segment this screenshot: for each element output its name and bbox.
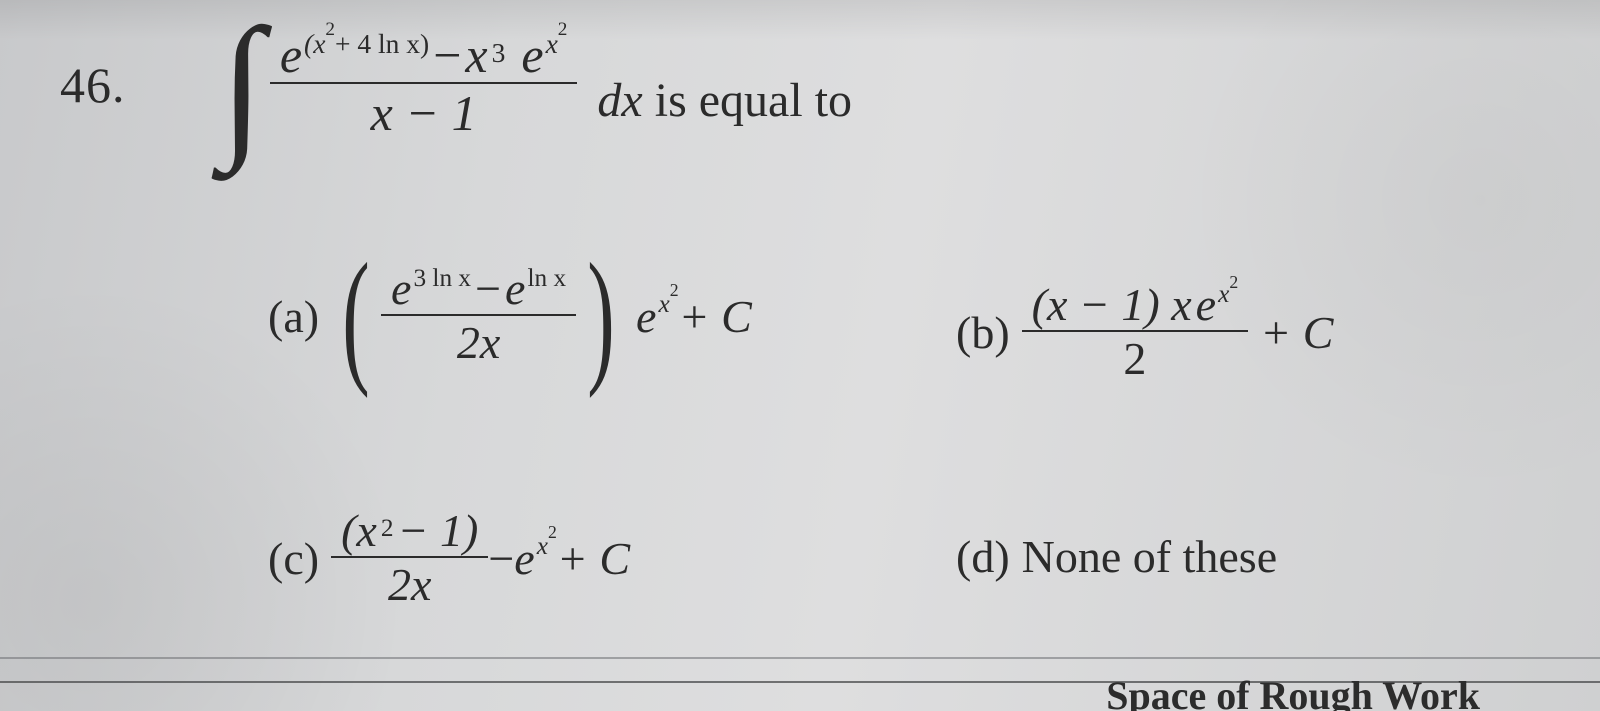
stem-denominator: x − 1 bbox=[361, 84, 487, 140]
e2-exp: x2 bbox=[546, 30, 568, 58]
integral-sign: ∫ bbox=[220, 20, 264, 148]
option-d-text: None of these bbox=[1022, 530, 1277, 583]
stem-fraction: e (x2 + 4 ln x) − x3 e x2 x − 1 bbox=[270, 28, 578, 140]
b-e-base: e bbox=[1196, 282, 1216, 328]
question-number: 46. bbox=[60, 56, 126, 114]
a-e-outer: e x2 bbox=[636, 290, 679, 343]
c-num-left: (x bbox=[341, 508, 377, 554]
option-a-label: (a) bbox=[268, 290, 319, 343]
lparen-a: ( bbox=[342, 271, 369, 361]
c-num-sup: 2 bbox=[381, 516, 394, 541]
c-den: 2x bbox=[378, 558, 441, 610]
a-e-outer-base: e bbox=[636, 290, 656, 343]
page: 46. ∫ e (x2 + 4 ln x) − x3 e x2 bbox=[0, 0, 1600, 711]
a-minus: − bbox=[475, 266, 501, 312]
a-e-outer-exp-base: x bbox=[658, 290, 669, 319]
a-tail: + C bbox=[679, 290, 752, 343]
e-base: e bbox=[280, 30, 302, 80]
rparen-a: ) bbox=[587, 271, 614, 361]
c-minus: − bbox=[488, 532, 514, 585]
e2-exp-base: x bbox=[546, 30, 558, 58]
x3-sup: 3 bbox=[492, 39, 506, 67]
a-den: 2x bbox=[447, 316, 510, 368]
a-t2-exp: ln x bbox=[527, 266, 566, 291]
e-second: e x2 bbox=[521, 30, 567, 80]
option-a-fraction: e 3 ln x − e ln x 2x bbox=[381, 264, 576, 368]
e2-base: e bbox=[521, 30, 543, 80]
c-e-base: e bbox=[514, 532, 534, 585]
c-e: e x2 bbox=[514, 532, 557, 585]
option-b-fraction: (x − 1) x e x2 2 bbox=[1022, 280, 1249, 384]
c-tail: + C bbox=[557, 532, 630, 585]
exp-left: (x bbox=[304, 30, 325, 58]
stem-minus: − bbox=[433, 30, 461, 80]
option-b-label: (b) bbox=[956, 306, 1010, 359]
option-c-label: (c) bbox=[268, 532, 319, 585]
question-stem: ∫ e (x2 + 4 ln x) − x3 e x2 bbox=[220, 20, 852, 148]
divider-upper bbox=[0, 657, 1600, 659]
a-t1-exp: 3 ln x bbox=[413, 266, 471, 291]
a-t2-base: e bbox=[505, 266, 525, 312]
option-d: (d) None of these bbox=[956, 530, 1277, 583]
b-num-left: (x − 1) x bbox=[1032, 282, 1192, 328]
option-c-fraction: (x2 − 1) 2x bbox=[331, 506, 488, 610]
b-e-exp-base: x bbox=[1218, 282, 1229, 307]
option-c: (c) (x2 − 1) 2x − e x2 + C bbox=[268, 506, 630, 610]
option-a: (a) ( e 3 ln x − e ln x 2x ) e x2 bbox=[268, 264, 752, 368]
option-b-num: (x − 1) x e x2 bbox=[1022, 280, 1249, 330]
e-first: e (x2 + 4 ln x) bbox=[280, 30, 429, 80]
option-d-label: (d) bbox=[956, 530, 1010, 583]
a-t1-base: e bbox=[391, 266, 411, 312]
e-first-exp: (x2 + 4 ln x) bbox=[304, 30, 429, 58]
stem-numerator: e (x2 + 4 ln x) − x3 e x2 bbox=[270, 28, 578, 82]
option-a-num: e 3 ln x − e ln x bbox=[381, 264, 576, 314]
b-den: 2 bbox=[1113, 332, 1156, 384]
dx: dx bbox=[597, 74, 642, 127]
footer-text: Space of Rough Work bbox=[1106, 672, 1480, 711]
tail-text: is equal to bbox=[643, 74, 852, 127]
stem-tail: dx is equal to bbox=[597, 73, 852, 128]
option-b: (b) (x − 1) x e x2 2 + C bbox=[956, 280, 1333, 384]
x3-base: x bbox=[465, 30, 487, 80]
exp-right: + 4 ln x) bbox=[335, 30, 429, 58]
b-tail: + C bbox=[1260, 306, 1333, 359]
option-c-num: (x2 − 1) bbox=[331, 506, 488, 556]
c-num-right: − 1) bbox=[397, 508, 478, 554]
c-e-exp-base: x bbox=[537, 532, 548, 561]
